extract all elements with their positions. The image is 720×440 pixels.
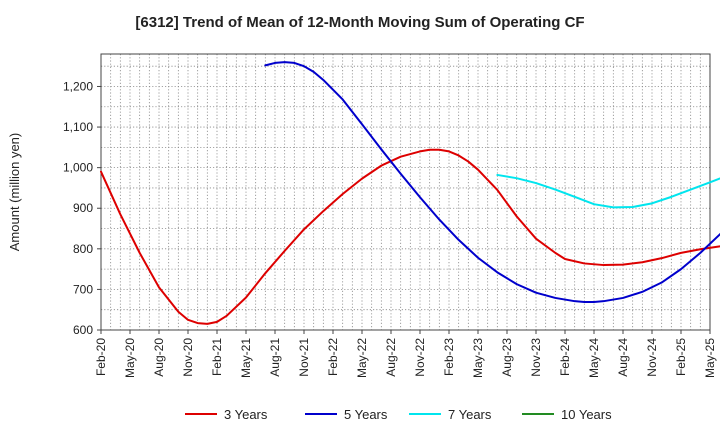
x-tick-label: Feb-22 [326, 338, 340, 376]
y-tick-label: 1,200 [63, 79, 93, 93]
x-tick-label: Aug-23 [500, 338, 514, 377]
x-tick-labels: Feb-20 May-20 Aug-20 Nov-20 Feb-21 May-21 Aug-… [94, 330, 717, 378]
legend-label-7-years: 7 Years [448, 407, 492, 422]
series-line-3-years [100, 148, 720, 325]
x-tick-label: Feb-20 [94, 338, 108, 376]
plot-frame [100, 53, 711, 331]
x-tick-label: Nov-20 [181, 338, 195, 377]
gridlines [101, 54, 710, 330]
x-tick-label: Aug-21 [268, 338, 282, 377]
y-tick-label: 800 [73, 242, 93, 256]
y-tick-label: 600 [73, 323, 93, 337]
legend-label-10-years: 10 Years [561, 407, 612, 422]
x-tick-label: May-24 [587, 338, 601, 378]
y-tick-label: 900 [73, 201, 93, 215]
x-tick-label: May-20 [123, 338, 137, 378]
x-tick-label: Aug-20 [152, 338, 166, 377]
x-tick-label: May-21 [239, 338, 253, 378]
series-line-7-years [496, 173, 720, 209]
legend-label-5-years: 5 Years [344, 407, 388, 422]
legend-label-3-years: 3 Years [224, 407, 268, 422]
x-tick-label: Feb-25 [674, 338, 688, 376]
x-tick-label: Feb-24 [558, 338, 572, 376]
x-tick-label: Nov-22 [413, 338, 427, 377]
y-tick-label: 700 [73, 282, 93, 296]
x-tick-label: Feb-23 [442, 338, 456, 376]
x-tick-label: Aug-22 [384, 338, 398, 377]
chart-title: [6312] Trend of Mean of 12-Month Moving … [135, 14, 585, 31]
x-tick-label: Nov-24 [645, 338, 659, 377]
x-tick-label: Feb-21 [210, 338, 224, 376]
y-tick-labels: 600 700 800 900 1,000 1,100 1,200 [63, 79, 101, 337]
x-tick-label: May-22 [355, 338, 369, 378]
y-tick-label: 1,100 [63, 120, 93, 134]
y-tick-label: 1,000 [63, 161, 93, 175]
series-lines [100, 61, 720, 325]
series-line-5-years [264, 61, 720, 303]
x-tick-label: May-25 [703, 338, 717, 378]
x-tick-label: May-23 [471, 338, 485, 378]
y-axis-label: Amount (million yen) [7, 133, 22, 252]
legend: 3 Years 5 Years 7 Years 10 Years [185, 407, 612, 422]
x-tick-label: Nov-21 [297, 338, 311, 377]
x-tick-label: Aug-24 [616, 338, 630, 377]
x-tick-label: Nov-23 [529, 338, 543, 377]
